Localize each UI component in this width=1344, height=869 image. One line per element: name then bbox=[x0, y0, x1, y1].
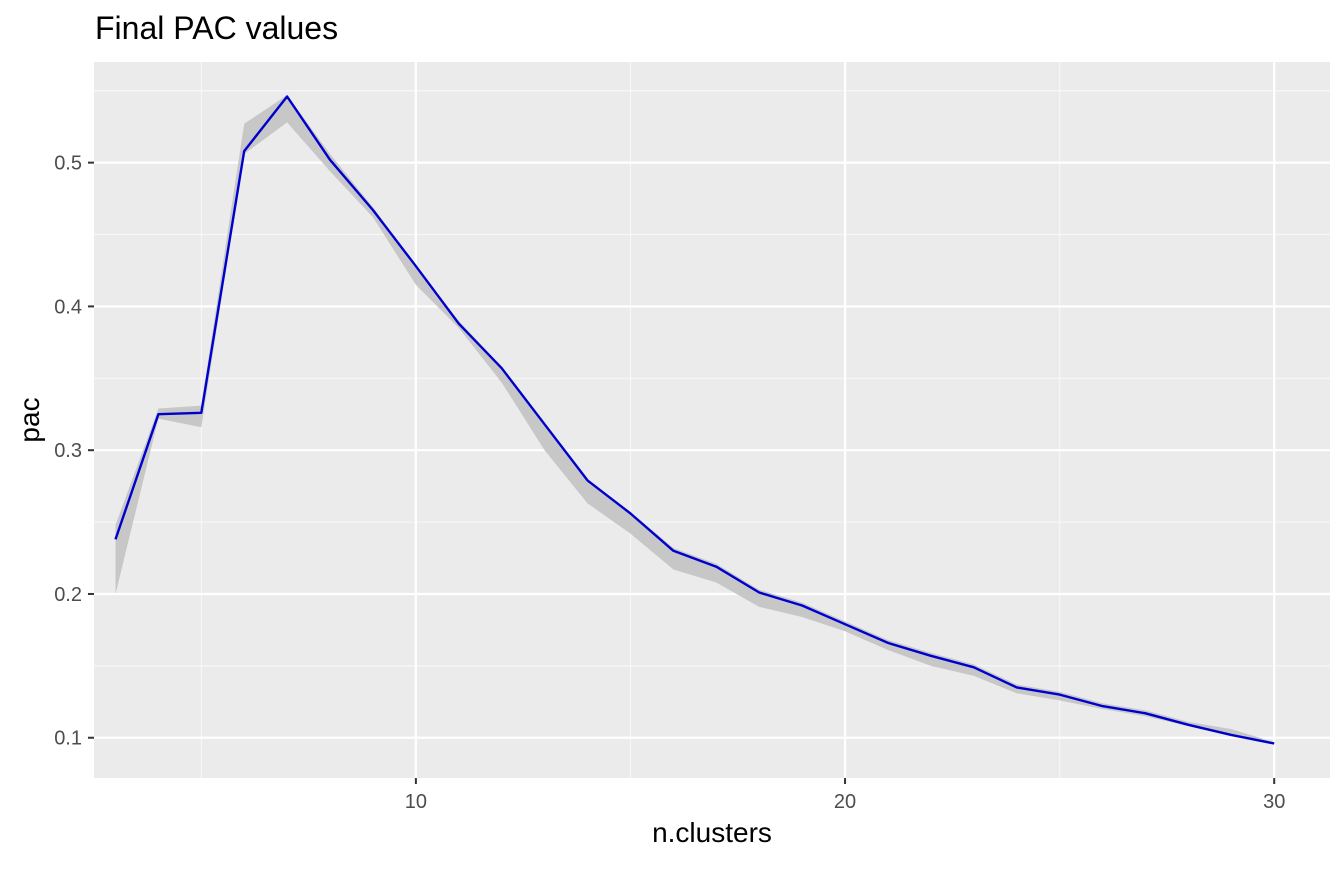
minor-grid bbox=[94, 62, 1330, 778]
x-tick-label: 10 bbox=[405, 791, 427, 813]
y-tick-label: 0.3 bbox=[54, 440, 82, 462]
pac-series-line bbox=[114, 95, 1275, 745]
y-tick-label: 0.5 bbox=[54, 153, 82, 175]
x-tick-label: 30 bbox=[1263, 791, 1285, 813]
y-tick-label: 0.2 bbox=[54, 584, 82, 606]
plot-panel bbox=[94, 62, 1330, 778]
x-tick-label: 20 bbox=[834, 791, 856, 813]
y-axis: 0.1 0.2 0.3 0.4 0.5 bbox=[54, 153, 94, 750]
chart-title: Final PAC values bbox=[95, 10, 338, 46]
major-grid bbox=[94, 62, 1330, 778]
y-tick-label: 0.4 bbox=[54, 296, 82, 318]
y-axis-title: pac bbox=[14, 397, 45, 442]
x-axis: 10 20 30 bbox=[405, 778, 1285, 813]
confidence-ribbon bbox=[115, 95, 1275, 744]
ribbon-layer bbox=[115, 95, 1275, 744]
x-axis-title: n.clusters bbox=[652, 817, 772, 848]
y-tick-label: 0.1 bbox=[54, 728, 82, 750]
line-layer bbox=[114, 95, 1275, 745]
